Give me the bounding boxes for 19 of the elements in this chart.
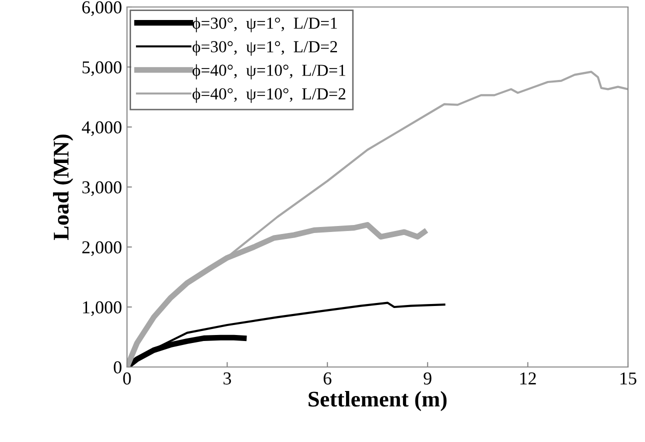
y-tick-label: 6,000 [82,1,122,16]
y-tick-label: 0 [114,361,122,374]
x-tick-label: 12 [520,372,536,384]
y-axis-title: Load (MN) [53,134,74,240]
x-tick-label: 3 [224,372,232,385]
y-tick-label: 2,000 [82,241,122,256]
y-tick-label: 3,000 [82,181,122,196]
x-tick-label: 0 [123,372,131,385]
legend-label: ϕ=30°, ψ=1°, L/D=2 [192,40,337,56]
x-axis-title: Settlement (m) [308,391,447,412]
x-tick-label: 6 [324,372,332,385]
y-tick-label: 4,000 [82,121,122,136]
legend-label: ϕ=30°, ψ=1°, L/D=1 [192,17,337,32]
legend-label: ϕ=40°, ψ=10°, L/D=1 [192,64,346,80]
y-tick-label: 5,000 [82,61,122,76]
legend-label: ϕ=40°, ψ=10°, L/D=2 [192,88,346,103]
y-tick-label: 1,000 [83,301,122,316]
x-tick-label: 9 [424,372,432,385]
x-tick-label: 15 [620,372,636,385]
